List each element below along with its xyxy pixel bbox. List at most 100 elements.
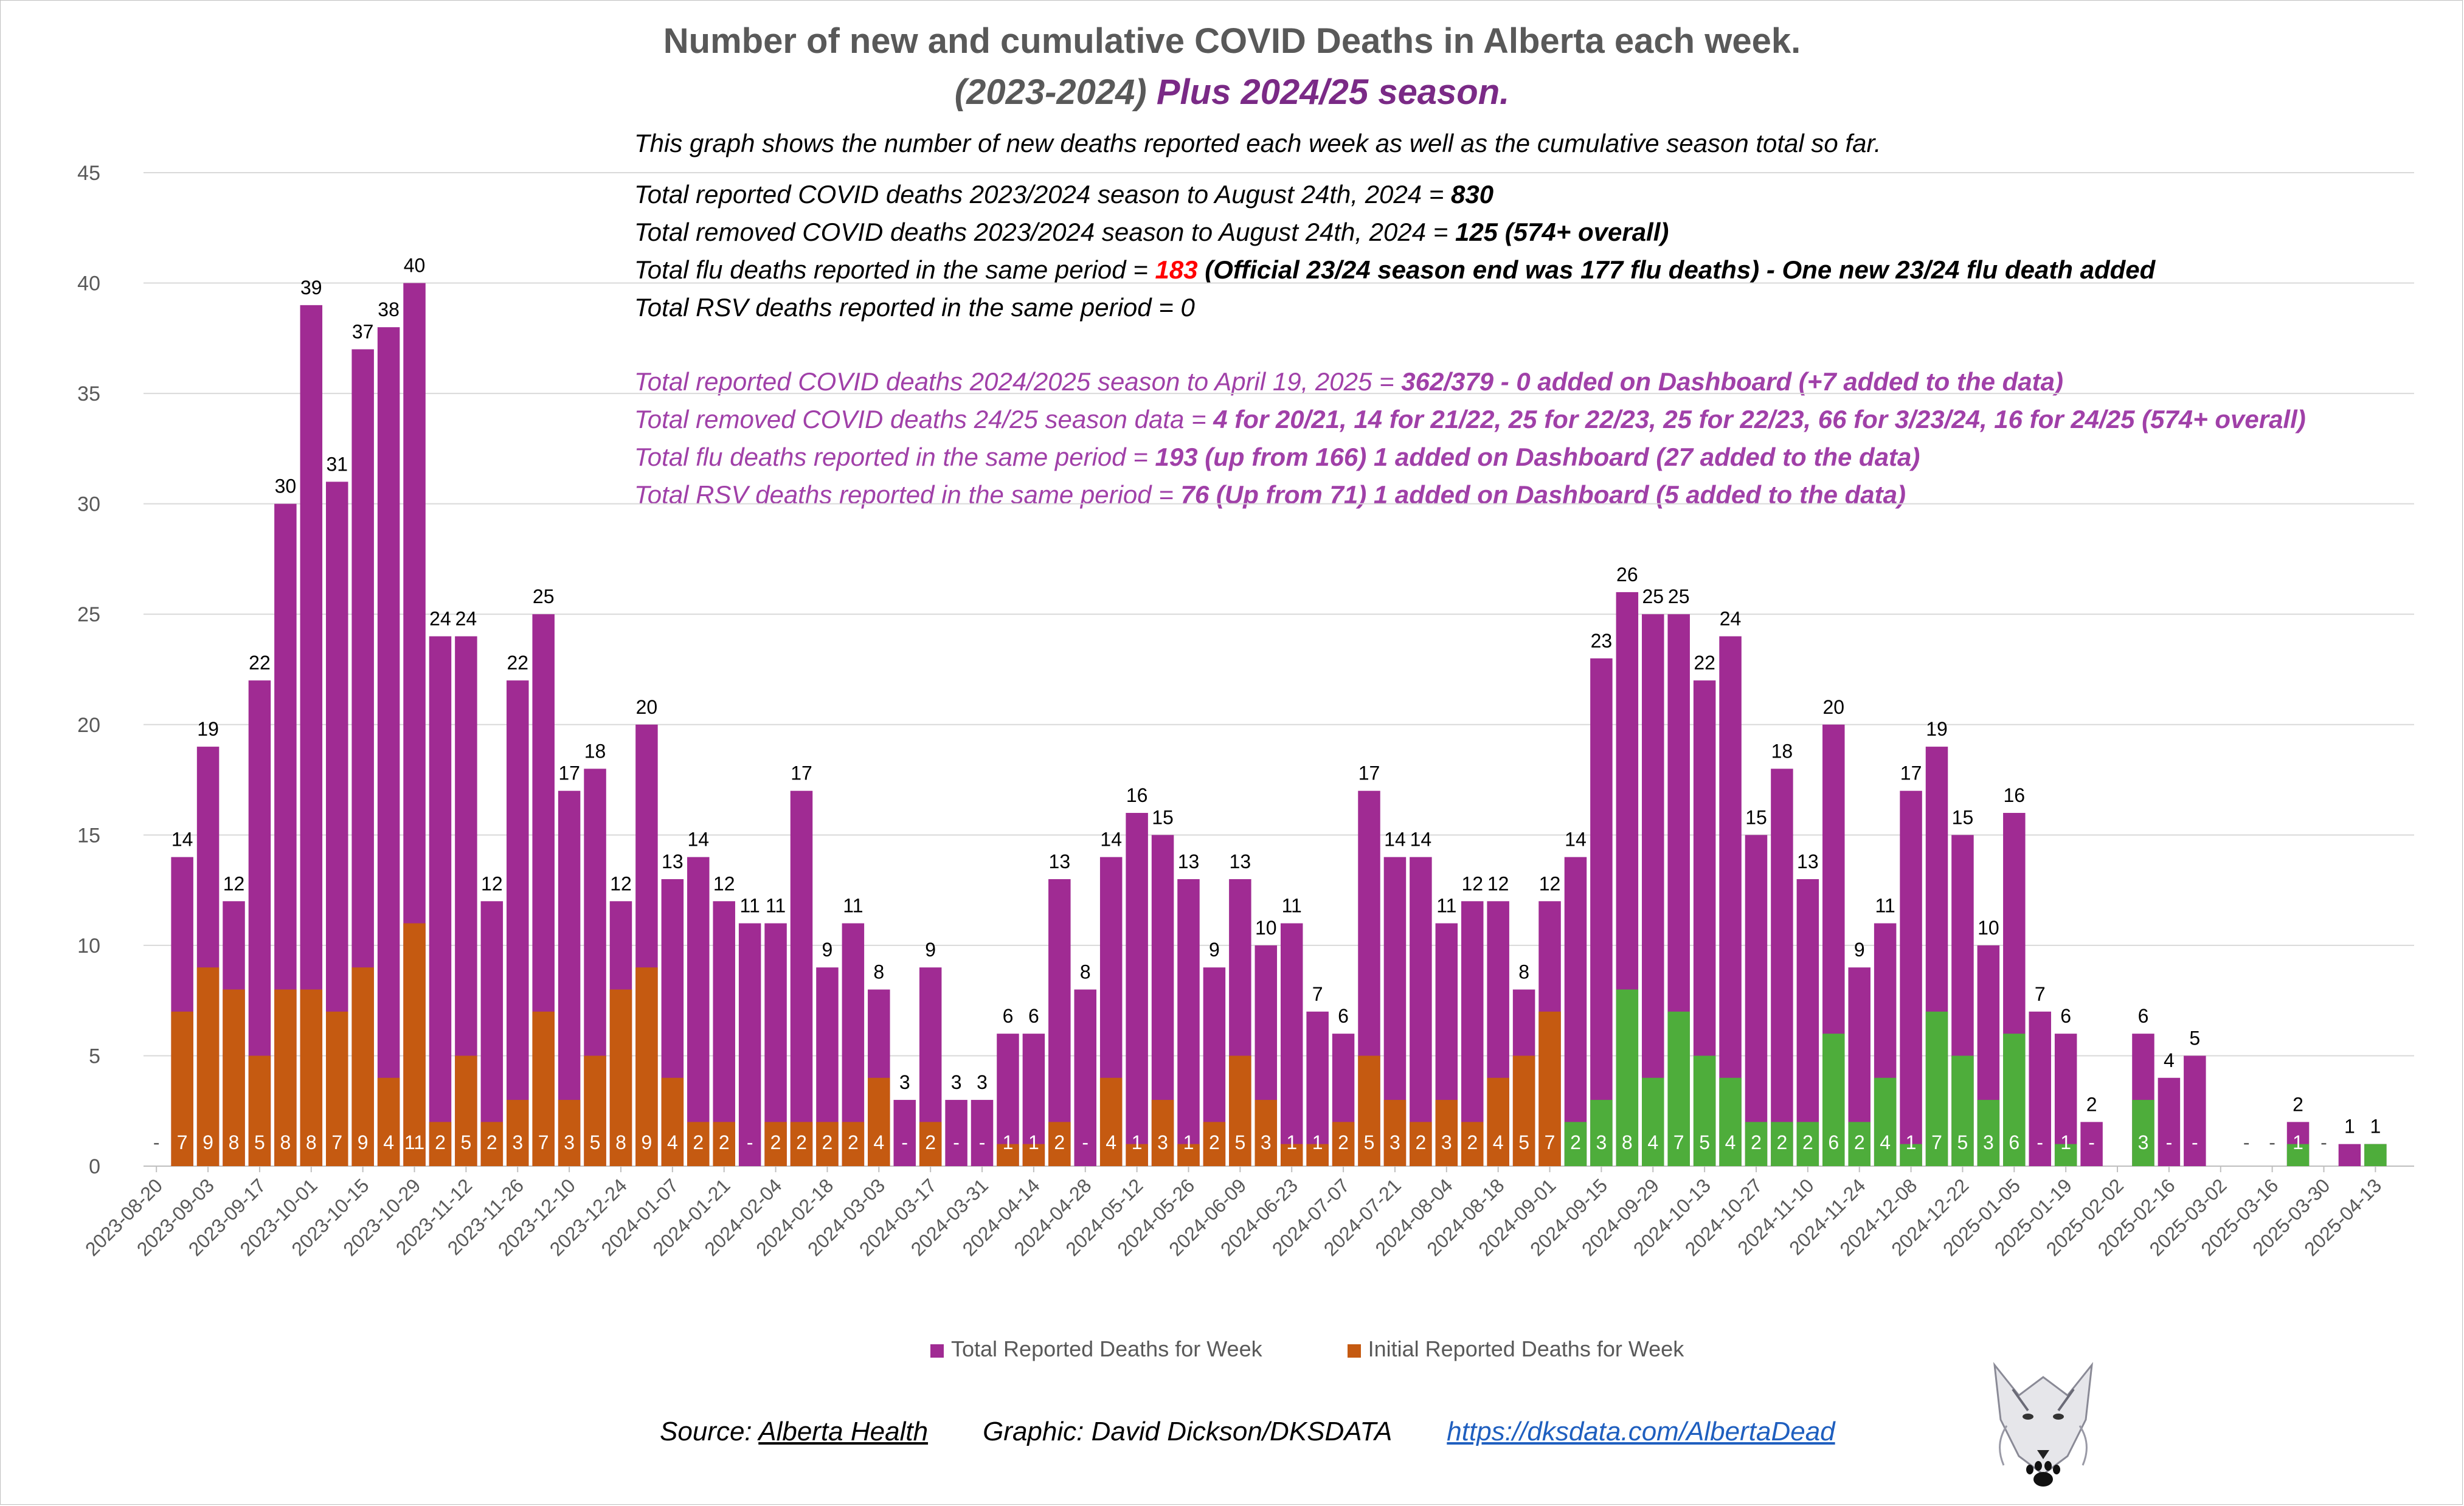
bar-total (1771, 769, 1793, 1166)
bar-initial (661, 1077, 684, 1166)
bar-initial (403, 923, 426, 1166)
bar-initial (816, 1122, 839, 1166)
data-label-initial: 9 (202, 1131, 213, 1153)
bar-total (1074, 989, 1097, 1166)
bar-initial (1925, 1011, 1948, 1166)
bar-total (2338, 1144, 2361, 1166)
bar-initial (1616, 989, 1639, 1166)
data-label-total: 12 (713, 872, 735, 894)
data-label-initial: 8 (1622, 1131, 1633, 1153)
bar-initial (274, 989, 297, 1166)
source-label: Source: (660, 1417, 759, 1446)
y-tick-label: 35 (77, 382, 100, 406)
data-label-initial: 2 (848, 1131, 859, 1153)
note-2425-removed: Total removed COVID deaths 24/25 season … (634, 405, 2306, 434)
data-label-initial: 4 (1106, 1131, 1116, 1153)
data-label-total: 15 (1745, 806, 1767, 828)
bar-initial (1383, 1100, 1407, 1166)
data-label-total: 24 (1720, 608, 1742, 630)
y-tick-label: 15 (77, 824, 100, 847)
bar-initial (635, 967, 658, 1166)
data-label-total: 9 (822, 939, 833, 961)
data-label-total: 40 (404, 255, 426, 277)
bar-initial (1693, 1055, 1716, 1166)
data-label-initial: 2 (1209, 1131, 1220, 1153)
data-label-initial: 1 (2293, 1131, 2303, 1153)
data-label-total: 7 (2035, 983, 2046, 1005)
data-label-total: 14 (687, 829, 709, 851)
data-label-total: 17 (558, 762, 580, 784)
data-label-total: 10 (1255, 917, 1277, 939)
legend: Total Reported Deaths for Week Initial R… (930, 1336, 1763, 1362)
data-label-initial: 2 (925, 1131, 936, 1153)
data-label-total: 8 (1080, 961, 1091, 983)
bar-total (945, 1100, 967, 1166)
bar-total (2158, 1077, 2181, 1166)
bar-initial (1099, 1077, 1123, 1166)
bar-total (971, 1100, 994, 1166)
data-label-initial: - (747, 1131, 753, 1153)
bar-initial (2286, 1144, 2310, 1166)
data-label-total: 22 (249, 652, 271, 674)
note-text: Total reported COVID deaths 2024/2025 se… (634, 367, 1402, 396)
data-label-initial: 2 (1570, 1131, 1581, 1153)
data-label-total: 25 (1668, 585, 1690, 607)
data-label-total: 2 (2086, 1093, 2097, 1115)
bar-initial (1151, 1100, 1174, 1166)
data-label-initial: 1 (1003, 1131, 1014, 1153)
data-label-initial: - (953, 1131, 960, 1153)
data-label-initial: 5 (590, 1131, 601, 1153)
bar-initial (1022, 1144, 1045, 1166)
source-link[interactable]: Alberta Health (758, 1417, 929, 1446)
data-label-initial: 2 (796, 1131, 807, 1153)
data-label-total: 20 (1822, 696, 1844, 718)
bar-initial (507, 1100, 529, 1166)
bar-initial (790, 1122, 813, 1166)
footer: Source: Alberta Health Graphic: David Dic… (660, 1417, 1835, 1447)
data-label-initial: - (2166, 1131, 2173, 1153)
data-label-total: 14 (1410, 829, 1432, 851)
note-value: 193 (up from 166) 1 added on Dashboard (… (1155, 443, 1920, 471)
legend-swatch-total (930, 1344, 944, 1358)
data-label-total: 13 (1049, 851, 1071, 872)
data-label-total: 4 (2164, 1049, 2175, 1071)
data-label-initial: 6 (2009, 1131, 2019, 1153)
data-label-total: 14 (1384, 829, 1406, 851)
note-value: 362/379 - 0 added on Dashboard (+7 added… (1401, 367, 2063, 396)
bar-total (1280, 923, 1303, 1166)
data-label-total: 13 (1230, 851, 1251, 872)
chart-subtitle: (2023-2024) Plus 2024/25 season. (0, 72, 2464, 112)
bar-initial (351, 967, 374, 1166)
data-label-initial: - (1082, 1131, 1088, 1153)
note-2425-reported: Total reported COVID deaths 2024/2025 se… (634, 367, 2063, 396)
data-label-initial: - (979, 1131, 986, 1153)
data-label-initial: 5 (254, 1131, 265, 1153)
bar-initial (429, 1122, 452, 1166)
y-tick-label: 10 (77, 934, 100, 958)
data-label-total: 8 (873, 961, 884, 983)
bar-initial (1667, 1011, 1690, 1166)
data-label-total: 22 (507, 652, 528, 674)
data-label-total: 2 (2293, 1093, 2303, 1115)
data-label-total: 14 (1565, 829, 1587, 851)
data-url-link[interactable]: https://dksdata.com/AlbertaDead (1447, 1417, 1835, 1446)
bar-initial (1874, 1077, 1897, 1166)
bar-initial (1358, 1055, 1380, 1166)
bar-initial (1951, 1055, 1974, 1166)
data-label-initial: 2 (1467, 1131, 1478, 1153)
data-label-initial: 8 (229, 1131, 240, 1153)
data-label-initial: 1 (1286, 1131, 1297, 1153)
note-2324-removed: Total removed COVID deaths 2023/2024 sea… (634, 218, 1669, 247)
data-label-total: 6 (2138, 1005, 2149, 1027)
data-label-total: 1 (2370, 1116, 2381, 1138)
bar-initial (1848, 1122, 1870, 1166)
data-label-total: 12 (1487, 872, 1509, 894)
bar-total (738, 923, 761, 1166)
data-label-total: 31 (326, 453, 348, 475)
bar-initial (171, 1011, 193, 1166)
data-label-initial: 8 (280, 1131, 291, 1153)
bar-total (1177, 879, 1200, 1166)
bar-initial (1900, 1144, 1922, 1166)
data-label-initial: 4 (1725, 1131, 1736, 1153)
bar-total (429, 636, 452, 1166)
